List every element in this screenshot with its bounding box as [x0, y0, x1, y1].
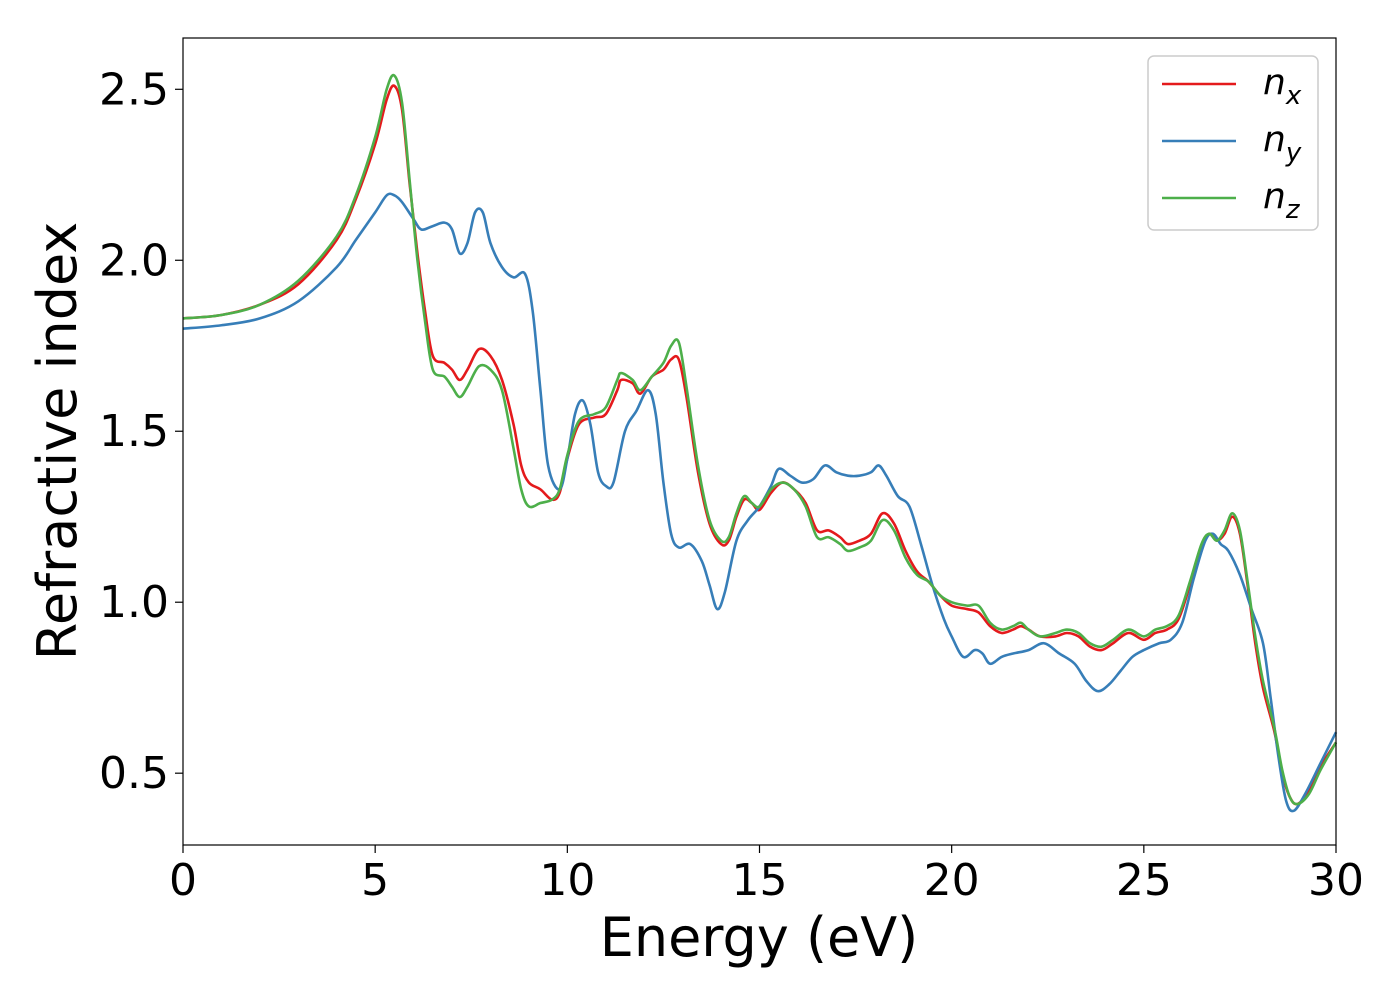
x-tick-label: 5: [361, 855, 389, 906]
y-tick-label: 2.0: [99, 235, 169, 286]
y-tick-label: 1.5: [99, 406, 169, 457]
series-line-y: [182, 192, 1338, 813]
x-axis: 0 5 10 15 20 25 30: [169, 845, 1364, 906]
y-axis: 0.5 1.0 1.5 2.0 2.5: [99, 64, 183, 799]
legend: nx ny nz: [1147, 55, 1319, 231]
x-tick-label: 10: [539, 855, 595, 906]
y-tick-label: 1.0: [99, 577, 169, 628]
series-layer: [182, 73, 1338, 813]
legend-box: [1147, 55, 1319, 231]
series-line-z: [182, 73, 1338, 806]
y-tick-label: 2.5: [99, 64, 169, 115]
y-tick-label: 0.5: [99, 748, 169, 799]
legend-label-y: ny: [1263, 119, 1302, 168]
x-axis-label: Energy (eV): [600, 906, 919, 969]
x-tick-label: 20: [924, 855, 980, 906]
legend-label-x: nx: [1263, 62, 1302, 111]
x-tick-label: 25: [1116, 855, 1172, 906]
x-tick-label: 30: [1308, 855, 1364, 906]
x-tick-label: 0: [169, 855, 197, 906]
y-axis-label: Refractive index: [26, 222, 89, 661]
legend-entries: nx ny nz: [1162, 62, 1302, 225]
legend-label-z: nz: [1263, 176, 1301, 225]
plot-background: [183, 38, 1336, 845]
x-tick-label: 15: [732, 855, 788, 906]
